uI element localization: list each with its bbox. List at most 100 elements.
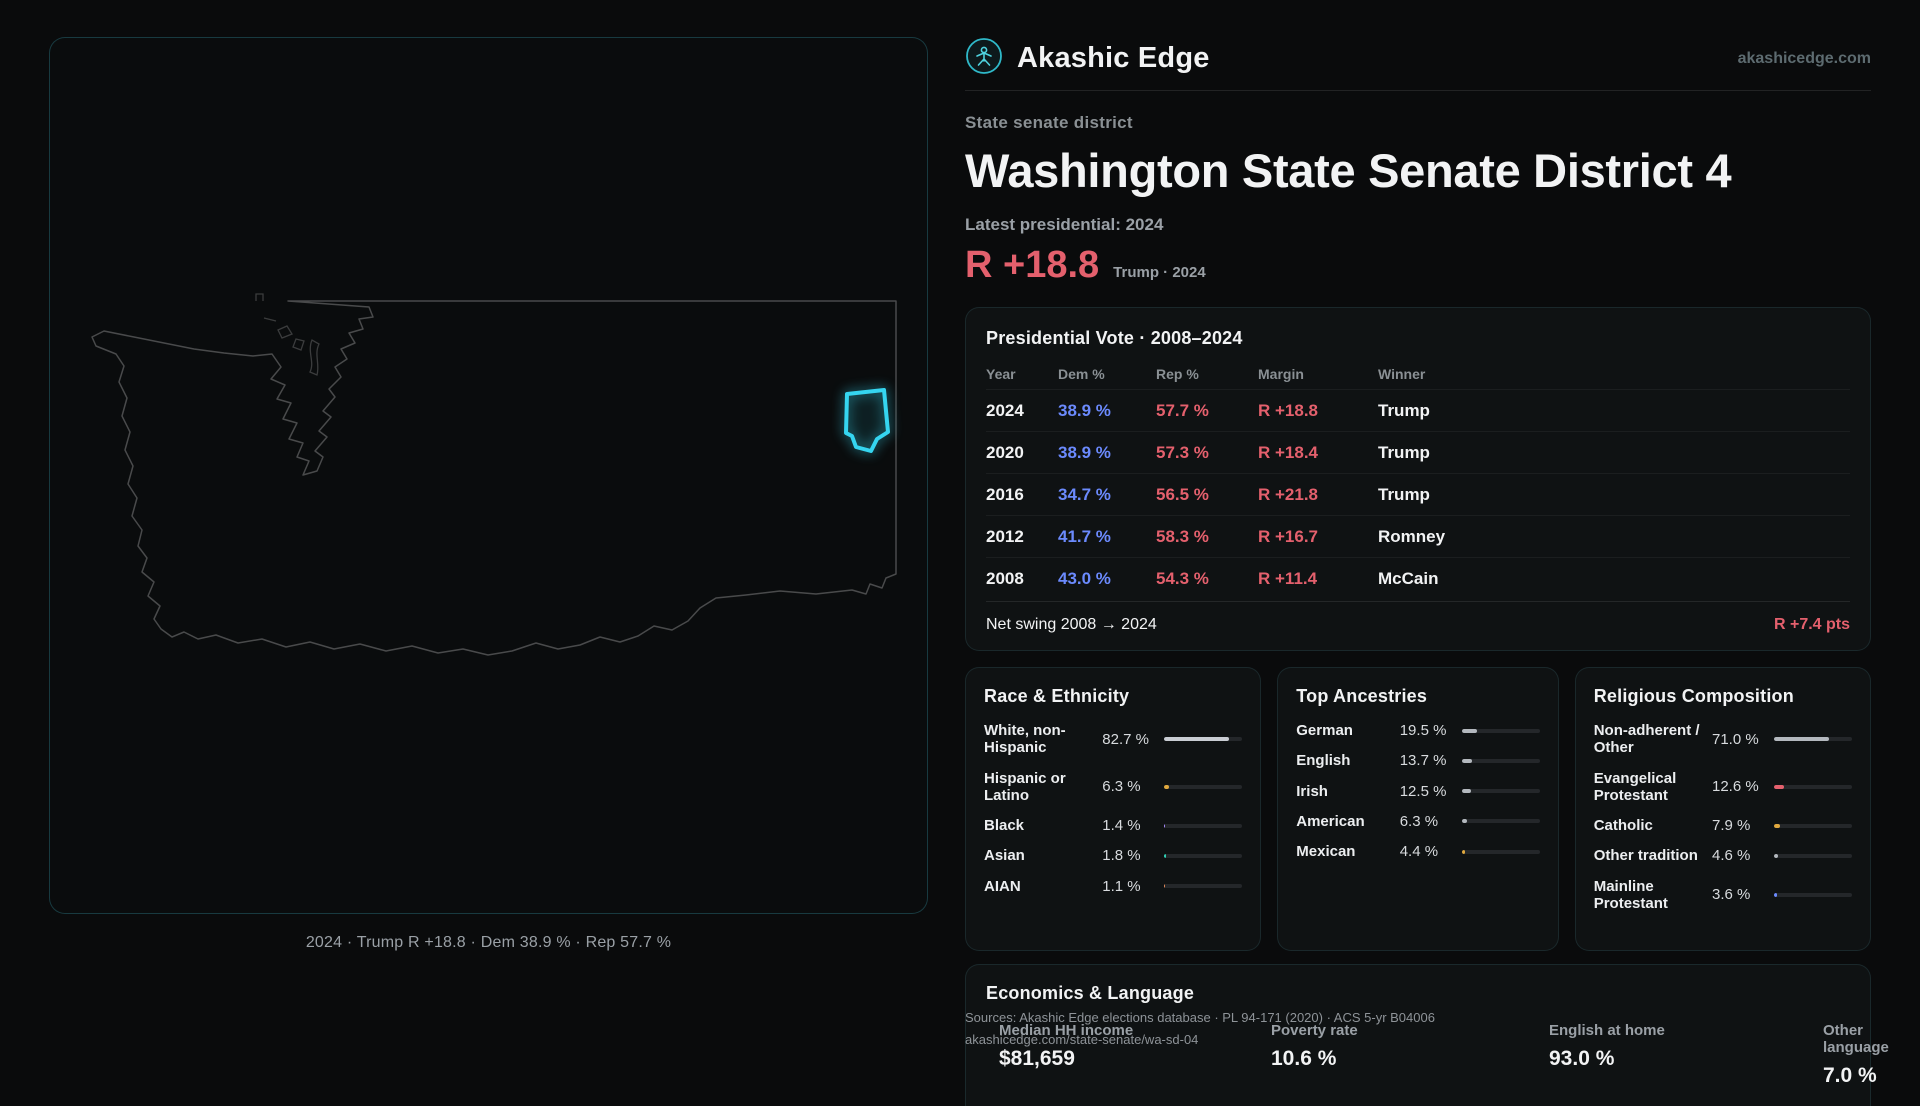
cell-dem: 41.7 % [1058,526,1111,546]
sources-footer: Sources: Akashic Edge elections database… [965,1007,1435,1051]
stat-bar [1164,853,1243,858]
cell-margin: R +18.4 [1258,442,1319,462]
race-ethnicity-card: Race & Ethnicity White, non-Hispanic 82.… [965,667,1262,951]
table-header-row: Year Dem % Rep % Margin Winner [986,359,1850,389]
stat-value: 4.4 % [1399,843,1439,861]
header: Akashic Edge akashicedge.com [965,37,1871,90]
stat-value: 19.5 % [1399,722,1447,740]
religious-composition-card: Religious Composition Non-adherent / Oth… [1574,667,1871,951]
presidential-table: Year Dem % Rep % Margin Winner 2024 38.9… [986,359,1850,599]
net-swing-row: Net swing 2008 → 2024 R +7.4 pts [986,601,1850,634]
stat-row: Evangelical Protestant 12.6 % [1594,770,1852,805]
ancestries-card-title: Top Ancestries [1296,686,1428,706]
district-4-shape[interactable] [844,388,890,453]
sources-url[interactable]: akashicedge.com/state-senate/wa-sd-04 [965,1032,1199,1047]
stat-bar [1773,853,1852,858]
stat-label: White, non-Hispanic [984,722,1066,757]
stat-label: German [1296,722,1353,739]
stat-value: $81,659 [999,1047,1075,1070]
margin-value: R +18.8 [965,244,1100,286]
stat-row: Catholic 7.9 % [1594,817,1852,834]
stat-value: 10.6 % [1271,1047,1337,1070]
stat-label: Catholic [1593,817,1653,834]
stat-value: 1.4 % [1102,817,1141,835]
stat-label: Irish [1296,782,1328,800]
stat-bar [1461,819,1540,824]
stat-label: English at home [1549,1022,1665,1039]
header-divider [965,90,1871,91]
brand[interactable]: Akashic Edge [965,37,1210,80]
stat-label: Asian [984,847,1025,865]
stat-bar [1461,849,1540,854]
washington-map-svg [91,293,897,656]
stat-block: Poverty rate 10.6 % [1271,1022,1549,1088]
stat-row: Asian 1.8 % [984,847,1243,865]
eyebrow-label: State senate district [965,113,1133,132]
stat-label: Non-adherent / Other [1593,722,1700,757]
stat-bar [1461,728,1540,733]
cell-year: 2012 [986,526,1024,546]
stat-value: 71.0 % [1711,730,1759,748]
stat-value: 82.7 % [1102,730,1149,748]
stat-label: Median HH income [999,1022,1134,1039]
stat-row: AIAN 1.1 % [984,877,1243,895]
cell-margin: R +16.7 [1258,526,1319,546]
top-ancestries-card: Top Ancestries German 19.5 % English 13.… [1277,667,1559,951]
whidbey-island-outline [309,339,320,376]
akashic-logo-icon [965,37,1003,80]
stat-value: 6.3 % [1102,778,1141,796]
cell-year: 2008 [986,568,1024,588]
cell-winner: McCain [1378,568,1439,588]
cell-dem: 38.9 % [1058,442,1111,462]
stat-label: American [1296,812,1365,830]
stat-bar [1164,823,1243,828]
cell-dem: 34.7 % [1058,484,1111,504]
stat-label: Mexican [1296,843,1356,860]
cell-margin: R +18.8 [1258,400,1319,420]
cell-winner: Trump [1378,400,1430,420]
content-column: Akashic Edge akashicedge.com State senat… [965,37,1889,1106]
stat-label: Other tradition [1593,847,1698,865]
map-column: 2024 · Trump R +18.8 · Dem 38.9 % · Rep … [49,37,928,1080]
stat-row: Hispanic or Latino 6.3 % [984,770,1243,805]
stat-value: 4.6 % [1711,847,1751,865]
stat-row: German 19.5 % [1296,722,1540,740]
state-outline [91,300,897,656]
district-map[interactable] [49,37,928,914]
presidential-card-title: Presidential Vote · 2008–2024 [986,328,1243,348]
table-row: 2008 43.0 % 54.3 % R +11.4 McCain [986,557,1850,599]
race-rows: White, non-Hispanic 82.7 % Hispanic or L… [984,722,1243,895]
table-row: 2016 34.7 % 56.5 % R +21.8 Trump [986,473,1850,515]
stat-value: 12.5 % [1399,782,1447,800]
stat-block: English at home 93.0 % [1549,1022,1823,1088]
religion-card-title: Religious Composition [1593,686,1794,706]
stat-label: AIAN [984,877,1021,895]
cell-rep: 57.3 % [1156,442,1209,462]
map-caption: 2024 · Trump R +18.8 · Dem 38.9 % · Rep … [305,934,672,951]
stat-row: English 13.7 % [1296,752,1540,769]
table-row: 2020 38.9 % 57.3 % R +18.4 Trump [986,431,1850,473]
latest-presidential-label: Latest presidential: 2024 [965,215,1164,234]
sources-line: Sources: Akashic Edge elections database… [965,1010,1435,1025]
stat-label: Evangelical Protestant [1593,769,1677,804]
religion-rows: Non-adherent / Other 71.0 % Evangelical … [1594,722,1852,912]
stat-bar [1461,789,1540,794]
stat-block: Other language 7.0 % [1823,1022,1889,1088]
table-row: 2012 41.7 % 58.3 % R +16.7 Romney [986,515,1850,557]
point-roberts-outline [255,293,264,301]
demographics-row: Race & Ethnicity White, non-Hispanic 82.… [965,667,1871,951]
cell-year: 2020 [986,442,1024,462]
col-dem: Dem % [1058,366,1105,382]
stat-block: Median HH income $81,659 [999,1022,1271,1088]
domain-link[interactable]: akashicedge.com [1737,49,1871,67]
stat-value: 93.0 % [1549,1047,1615,1070]
stat-label: Black [984,817,1025,834]
col-margin: Margin [1258,366,1304,382]
economics-card-title: Economics & Language [986,983,1195,1003]
headline-margin: R +18.8 Trump · 2024 [965,244,1871,287]
stat-value: 1.8 % [1102,847,1141,865]
margin-context: Trump · 2024 [1113,264,1206,281]
stat-value: 6.3 % [1399,812,1439,830]
col-winner: Winner [1378,366,1426,382]
net-swing-value: R +7.4 pts [1773,616,1850,633]
